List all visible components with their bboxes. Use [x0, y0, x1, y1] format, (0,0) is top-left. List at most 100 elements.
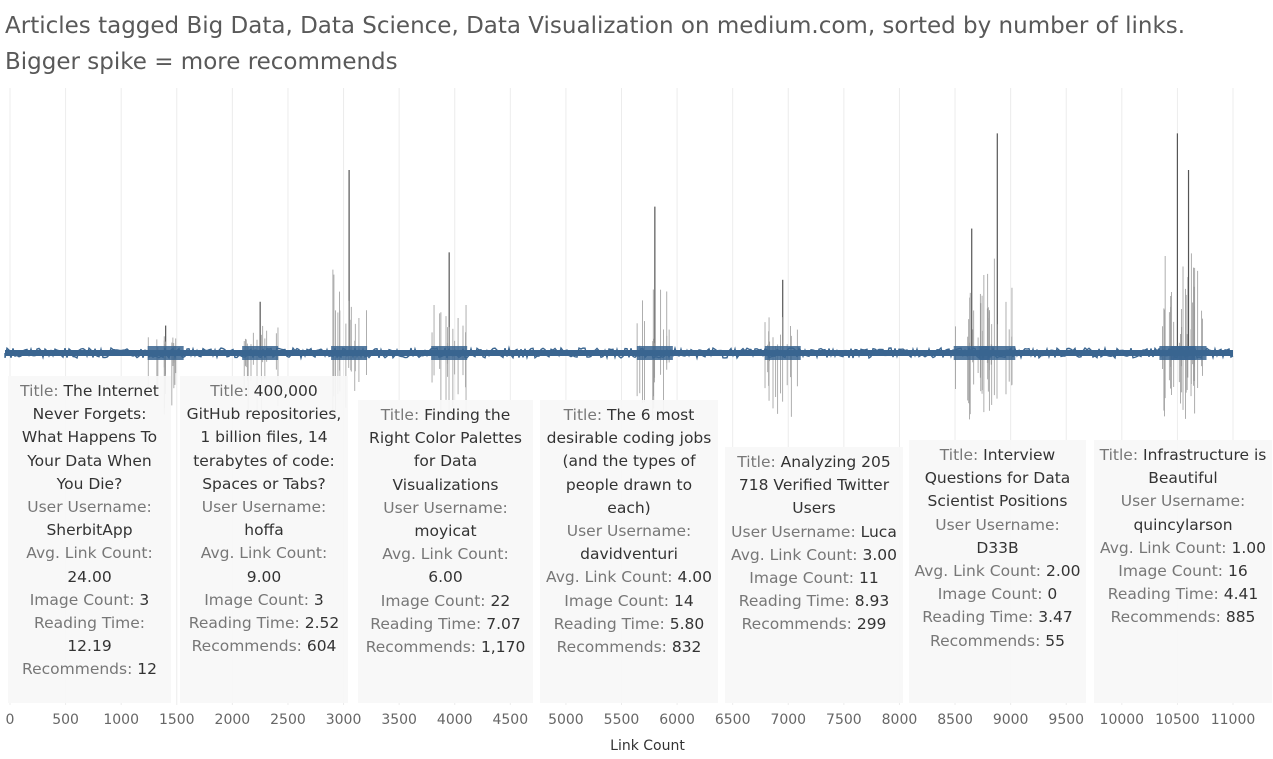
x-axis-ticks: 0 500 1000 1500 2000 2500 3000 3500 4000 4500 5000… — [6, 712, 1256, 728]
annotation-rec-value: 604 — [306, 637, 337, 656]
annotation-rec-value: 12 — [137, 660, 157, 679]
annotation-title-row: Title: The 6 most desirable coding jobs … — [545, 404, 713, 520]
annotation-reading-value: 7.07 — [486, 614, 521, 633]
annotation-user-label: User Username: — [27, 498, 152, 517]
annotation-reading-value: 5.80 — [669, 614, 705, 633]
x-tick-label: 5000 — [548, 712, 584, 728]
annotation-reading-row: Reading Time: 7.07 — [363, 613, 528, 636]
annotation-title-row: Title: 400,000 GitHub repositories, 1 bi… — [185, 380, 343, 496]
annotation-reading-label: Reading Time: — [188, 614, 300, 633]
annotation-reading-label: Reading Time: — [738, 592, 850, 611]
annotation-link-value: 1.00 — [1231, 538, 1266, 557]
series-cluster — [431, 346, 468, 360]
x-tick-label: 5500 — [604, 712, 640, 728]
x-tick-label: 9000 — [993, 712, 1029, 728]
annotation-user-value: Luca — [860, 522, 897, 541]
annotation-image-value: 14 — [673, 591, 694, 610]
annotation-link-row: Avg. Link Count: 24.00 — [13, 542, 166, 588]
annotation-link-row: Avg. Link Count: 1.00 — [1099, 537, 1267, 560]
annotation-reading-row: Reading Time: 8.93 — [730, 590, 898, 613]
annotation-link-row: Avg. Link Count: 3.00 — [730, 544, 898, 567]
annotation-image-label: Image Count: — [1118, 562, 1224, 581]
annotation-rec-value: 55 — [1045, 631, 1065, 650]
annotation-user-label: User Username: — [383, 498, 508, 517]
annotation-title-label: Title: — [1099, 446, 1139, 464]
series-cluster — [636, 346, 673, 360]
x-axis-label: Link Count — [610, 738, 685, 754]
annotation-callout: Title: Finding the Right Color Palettes … — [358, 400, 533, 703]
annotation-rec-row: Recommends: 12 — [13, 658, 166, 681]
annotation-link-label: Avg. Link Count: — [382, 545, 509, 564]
annotation-user-row: User Username: Luca — [730, 521, 898, 544]
annotation-link-row: Avg. Link Count: 2.00 — [914, 560, 1081, 583]
x-tick-label: 7500 — [826, 712, 862, 728]
x-tick-label: 4500 — [492, 712, 528, 728]
series-band — [5, 350, 1233, 356]
annotation-title-value: Interview Questions for Data Scientist P… — [924, 446, 1071, 511]
annotation-user-value: D33B — [976, 538, 1019, 557]
annotation-image-row: Image Count: 22 — [363, 590, 528, 613]
x-tick-label: 6500 — [715, 712, 751, 728]
annotation-reading-value: 2.52 — [304, 614, 340, 633]
annotation-rec-row: Recommends: 55 — [914, 630, 1081, 653]
chart-subtitle: Bigger spike = more recommends — [5, 49, 398, 75]
x-tick-label: 10500 — [1155, 712, 1200, 728]
annotation-reading-label: Reading Time: — [370, 614, 482, 633]
annotation-reading-row: Reading Time: 5.80 — [545, 613, 713, 636]
annotation-title-value: Infrastructure is Beautiful — [1143, 446, 1267, 488]
annotation-rec-value: 1,170 — [480, 638, 526, 657]
annotation-link-value: 6.00 — [428, 568, 463, 587]
x-tick-label: 2500 — [270, 712, 306, 728]
annotation-reading-label: Reading Time: — [922, 608, 1034, 627]
annotation-link-label: Avg. Link Count: — [26, 544, 153, 563]
baseline-band — [4, 345, 1234, 361]
annotation-rec-value: 832 — [671, 638, 702, 657]
x-tick-label: 11000 — [1211, 712, 1256, 728]
annotation-user-value: moyicat — [414, 522, 477, 541]
annotation-image-row: Image Count: 0 — [914, 583, 1081, 606]
annotation-title-row: Title: The Internet Never Forgets: What … — [13, 380, 166, 496]
annotation-title-value: The 6 most desirable coding jobs (and th… — [546, 406, 712, 517]
annotation-user-label: User Username: — [566, 522, 692, 541]
annotation-image-label: Image Count: — [749, 569, 855, 588]
annotation-title-row: Title: Infrastructure is Beautiful — [1099, 444, 1267, 490]
series-cluster — [1170, 346, 1207, 360]
annotation-user-label: User Username: — [201, 498, 327, 517]
annotation-link-value: 9.00 — [246, 567, 282, 586]
annotation-image-row: Image Count: 11 — [730, 567, 898, 590]
annotation-link-value: 24.00 — [67, 567, 112, 586]
annotation-reading-label: Reading Time: — [34, 614, 145, 633]
annotation-callout: Title: 400,000 GitHub repositories, 1 bi… — [180, 376, 348, 703]
x-tick-label: 4000 — [437, 712, 473, 728]
annotation-callout: Title: The 6 most desirable coding jobs … — [540, 400, 718, 703]
annotation-image-value: 3 — [313, 590, 324, 609]
annotation-user-label: User Username: — [935, 515, 1060, 534]
annotation-callout: Title: Interview Questions for Data Scie… — [909, 440, 1086, 703]
x-tick-label: 1000 — [103, 712, 139, 728]
x-tick-label: 2000 — [215, 712, 251, 728]
x-tick-label: 9500 — [1048, 712, 1084, 728]
annotation-rec-value: 299 — [856, 615, 887, 634]
annotation-link-row: Avg. Link Count: 9.00 — [185, 542, 343, 588]
x-tick-label: 10000 — [1100, 712, 1145, 728]
annotation-user-value: hoffa — [244, 521, 284, 540]
annotation-image-label: Image Count: — [380, 591, 486, 610]
annotation-link-value: 2.00 — [1045, 562, 1081, 581]
annotation-link-label: Avg. Link Count: — [1100, 538, 1227, 557]
annotation-link-value: 3.00 — [862, 545, 897, 564]
annotation-rec-label: Recommends: — [365, 638, 476, 657]
annotation-title-label: Title: — [737, 453, 776, 471]
annotation-title-value: Finding the Right Color Palettes for Dat… — [369, 406, 522, 494]
annotation-title-label: Title: — [20, 382, 59, 400]
annotation-callout: Title: The Internet Never Forgets: What … — [8, 376, 171, 703]
series-line — [4, 345, 1234, 361]
annotation-user-value: SherbitApp — [46, 521, 133, 540]
annotation-rec-label: Recommends: — [556, 638, 667, 657]
annotation-link-label: Avg. Link Count: — [546, 568, 673, 587]
annotation-rec-value: 885 — [1225, 608, 1256, 627]
annotation-reading-value: 4.41 — [1223, 585, 1259, 604]
annotation-title-value: The Internet Never Forgets: What Happens… — [21, 382, 159, 493]
annotation-image-row: Image Count: 16 — [1099, 560, 1267, 583]
annotation-image-row: Image Count: 3 — [13, 589, 166, 612]
annotation-user-label: User Username: — [731, 522, 856, 541]
